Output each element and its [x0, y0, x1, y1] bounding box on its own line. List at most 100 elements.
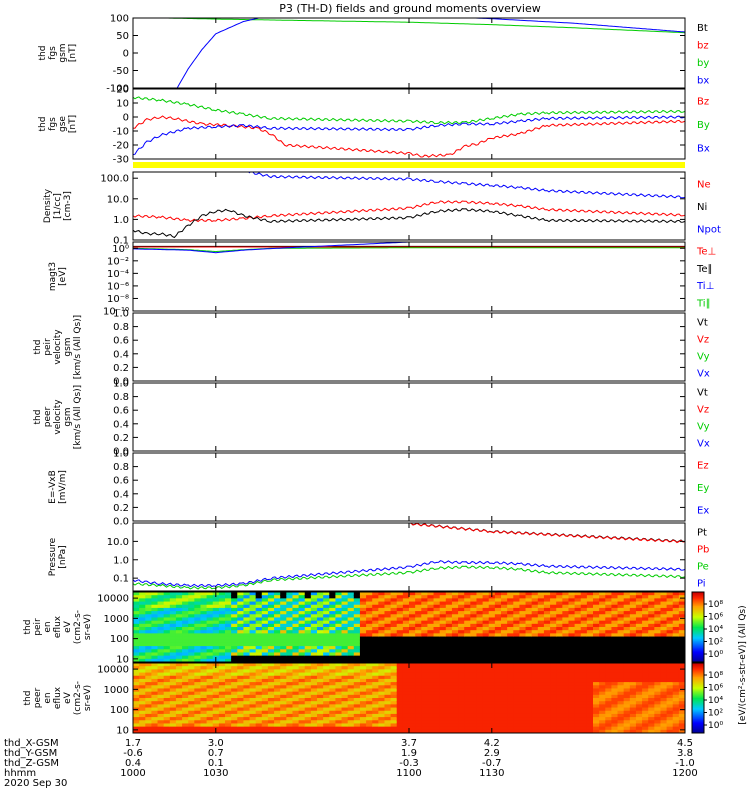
- heat-cell: [648, 672, 655, 677]
- heat-cell: [157, 720, 165, 725]
- heat-cell: [390, 663, 398, 667]
- heat-cell: [304, 688, 312, 693]
- heat-cell: [261, 710, 269, 715]
- heat-cell: [623, 669, 631, 674]
- heat-cell: [464, 627, 471, 631]
- heat-cell: [206, 630, 214, 634]
- heat-cell: [335, 710, 343, 715]
- heat-cell: [237, 669, 244, 674]
- heat-cell: [139, 713, 146, 718]
- heat-cell: [243, 694, 251, 699]
- heat-cell: [188, 623, 195, 628]
- heat-cell: [586, 694, 594, 699]
- colorbar-cell: [692, 673, 704, 676]
- heat-cell: [317, 720, 324, 725]
- heat-cell: [218, 710, 226, 715]
- heat-cell: [169, 655, 177, 660]
- heat-cell: [292, 666, 300, 670]
- heat-cell: [580, 682, 588, 686]
- heat-cell: [525, 723, 533, 728]
- heat-cell: [648, 620, 655, 625]
- heat-cell: [507, 704, 514, 709]
- heat-cell: [304, 592, 312, 596]
- heat-cell: [470, 595, 478, 599]
- heat-cell: [556, 707, 563, 712]
- heat-cell: [280, 652, 287, 657]
- heat-cell: [133, 717, 140, 721]
- heat-cell: [458, 678, 465, 683]
- heat-cell: [409, 604, 416, 609]
- heat-cell: [427, 710, 435, 715]
- heat-cell: [280, 729, 287, 733]
- heat-cell: [580, 707, 588, 712]
- heat-cell: [194, 655, 202, 660]
- heat-cell: [139, 675, 146, 680]
- heat-cell: [163, 649, 171, 654]
- heat-cell: [543, 685, 551, 690]
- heat-cell: [574, 729, 582, 733]
- heat-cell: [372, 675, 379, 680]
- heat-cell: [286, 694, 294, 699]
- heat-cell: [470, 646, 478, 650]
- heat-cell: [182, 630, 189, 634]
- ytick-label: 1.0: [113, 379, 129, 390]
- heat-cell: [310, 646, 318, 650]
- heat-cell: [611, 694, 619, 699]
- heat-cell: [347, 682, 355, 686]
- heat-cell: [292, 691, 300, 696]
- heat-cell: [267, 729, 275, 733]
- heat-cell: [562, 701, 570, 705]
- heat-cell: [323, 646, 330, 650]
- heat-cell: [635, 669, 643, 674]
- heat-cell: [151, 704, 159, 709]
- heat-cell: [586, 723, 594, 728]
- heat-cell: [218, 630, 226, 634]
- heat-cell: [519, 617, 527, 622]
- heat-cell: [513, 704, 520, 709]
- heat-cell: [335, 598, 343, 603]
- heat-cell: [286, 595, 294, 599]
- heat-cell: [163, 663, 171, 667]
- heat-cell: [494, 604, 502, 609]
- heat-cell: [163, 598, 171, 603]
- heat-cell: [200, 691, 208, 696]
- colorbar-cell: [692, 698, 704, 700]
- heat-cell: [378, 649, 386, 654]
- heat-cell: [623, 614, 631, 619]
- heat-cell: [439, 710, 447, 715]
- heat-cell: [660, 627, 668, 631]
- colorbar-cell: [692, 601, 704, 603]
- heat-cell: [427, 669, 435, 674]
- heat-cell: [175, 672, 183, 677]
- heat-cell: [464, 710, 471, 715]
- heat-cell: [280, 607, 287, 612]
- heat-cell: [550, 663, 557, 667]
- heat-cell: [231, 694, 238, 699]
- heat-cell: [249, 704, 257, 709]
- heat-cell: [433, 604, 441, 609]
- heat-cell: [317, 704, 324, 709]
- heat-cell: [163, 611, 171, 615]
- heat-cell: [593, 611, 600, 615]
- heat-cell: [482, 592, 490, 596]
- heat-cell: [458, 639, 465, 644]
- heat-cell: [525, 614, 533, 619]
- heat-cell: [212, 620, 220, 625]
- heat-cell: [280, 614, 287, 619]
- heat-cell: [298, 642, 306, 647]
- heat-cell: [623, 611, 631, 615]
- heat-cell: [384, 646, 392, 650]
- heat-cell: [599, 592, 606, 596]
- heat-cell: [666, 688, 674, 693]
- heat-cell: [372, 646, 379, 650]
- heat-cell: [175, 717, 183, 721]
- heat-cell: [562, 698, 570, 702]
- heat-cell: [390, 726, 398, 731]
- ephemeris-value: 0.4: [125, 758, 141, 769]
- heat-cell: [494, 723, 502, 728]
- heat-cell: [359, 694, 367, 699]
- heat-cell: [274, 669, 281, 674]
- heat-cell: [169, 691, 177, 696]
- heat-cell: [525, 592, 533, 596]
- heat-cell: [292, 633, 300, 638]
